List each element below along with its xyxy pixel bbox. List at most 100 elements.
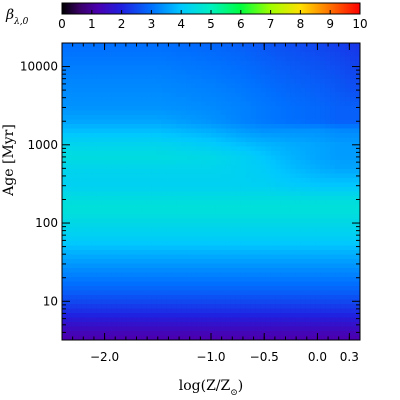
heatmap-cell — [131, 164, 138, 170]
heatmap-cell — [345, 79, 351, 85]
heatmap-cell — [101, 272, 108, 278]
heatmap-cell — [230, 286, 237, 292]
heatmap-cell — [225, 43, 232, 49]
heatmap-cell — [151, 313, 157, 319]
heatmap-cell — [206, 115, 212, 121]
heatmap-cell — [220, 277, 227, 283]
heatmap-cell — [340, 155, 346, 161]
heatmap-cell — [76, 295, 83, 301]
heatmap-cell — [196, 83, 202, 89]
heatmap-cell — [315, 65, 321, 71]
heatmap-cell — [206, 97, 212, 103]
heatmap-cell — [146, 160, 152, 166]
heatmap-cell — [66, 182, 73, 188]
heatmap-cell — [91, 214, 98, 220]
heatmap-cell — [101, 169, 108, 175]
heatmap-cell — [345, 223, 351, 229]
heatmap-cell — [255, 263, 262, 269]
heatmap-cell — [215, 209, 222, 215]
heatmap-cell — [176, 119, 182, 125]
heatmap-cell — [181, 205, 187, 211]
heatmap-cell — [255, 227, 262, 233]
heatmap-cell — [280, 97, 287, 103]
heatmap-cell — [300, 160, 306, 166]
heatmap-cell — [230, 295, 237, 301]
heatmap-cell — [345, 106, 351, 112]
heatmap-cell — [355, 268, 360, 274]
heatmap-cell — [275, 223, 282, 229]
heatmap-cell — [285, 88, 292, 94]
heatmap-cell — [235, 173, 242, 179]
heatmap-cell — [121, 83, 128, 89]
heatmap-cell — [111, 101, 118, 107]
heatmap-cell — [186, 65, 192, 71]
heatmap-cell — [280, 119, 287, 125]
heatmap-cell — [186, 232, 192, 238]
heatmap-cell — [245, 218, 252, 224]
heatmap-cell — [116, 101, 123, 107]
heatmap-cell — [66, 259, 73, 265]
heatmap-cell — [300, 290, 306, 296]
heatmap-cell — [340, 281, 346, 287]
heatmap-cell — [146, 308, 152, 314]
heatmap-cell — [325, 308, 331, 314]
heatmap-cell — [300, 245, 306, 251]
heatmap-cell — [156, 272, 162, 278]
heatmap-cell — [131, 97, 138, 103]
heatmap-cell — [181, 290, 187, 296]
heatmap-cell — [86, 272, 93, 278]
heatmap-cell — [340, 263, 346, 269]
heatmap-cell — [166, 146, 172, 152]
heatmap-cell — [186, 43, 192, 49]
heatmap-cell — [211, 155, 217, 161]
heatmap-cell — [186, 317, 192, 323]
heatmap-cell — [171, 88, 177, 94]
heatmap-cell — [66, 313, 73, 319]
heatmap-cell — [235, 304, 242, 310]
heatmap-cell — [91, 268, 98, 274]
heatmap-cell — [275, 124, 282, 130]
heatmap-cell — [166, 173, 172, 179]
heatmap-cell — [96, 106, 103, 112]
heatmap-cell — [66, 83, 73, 89]
heatmap-cell — [111, 106, 118, 112]
heatmap-cell — [116, 209, 123, 215]
heatmap-cell — [81, 47, 88, 53]
heatmap-cell — [136, 227, 143, 233]
heatmap-cell — [310, 209, 316, 215]
heatmap-cell — [300, 133, 306, 139]
heatmap-cell — [166, 115, 172, 121]
heatmap-cell — [315, 61, 321, 67]
heatmap-cell — [245, 155, 252, 161]
heatmap-cell — [111, 281, 118, 287]
heatmap-cell — [146, 173, 152, 179]
heatmap-cell — [76, 79, 83, 85]
heatmap-cell — [290, 308, 297, 314]
heatmap-cell — [335, 331, 341, 337]
heatmap-cell — [270, 61, 277, 67]
heatmap-cell — [305, 281, 311, 287]
heatmap-cell — [355, 92, 360, 98]
heatmap-cell — [220, 214, 227, 220]
heatmap-cell — [126, 232, 133, 238]
heatmap-cell — [131, 272, 138, 278]
heatmap-cell — [196, 245, 202, 251]
heatmap-cell — [330, 200, 336, 206]
heatmap-cell — [330, 56, 336, 62]
heatmap-cell — [245, 92, 252, 98]
heatmap-cell — [265, 173, 272, 179]
heatmap-cell — [330, 164, 336, 170]
heatmap-cell — [295, 295, 301, 301]
heatmap-cell — [136, 124, 143, 130]
heatmap-cell — [230, 272, 237, 278]
heatmap-cell — [315, 106, 321, 112]
heatmap-cell — [161, 286, 167, 292]
heatmap-cell — [126, 281, 133, 287]
heatmap-cell — [255, 205, 262, 211]
heatmap-cell — [71, 200, 78, 206]
heatmap-cell — [220, 133, 227, 139]
heatmap-cell — [206, 142, 212, 148]
heatmap-cell — [171, 254, 177, 260]
heatmap-cell — [91, 97, 98, 103]
heatmap-cell — [275, 106, 282, 112]
